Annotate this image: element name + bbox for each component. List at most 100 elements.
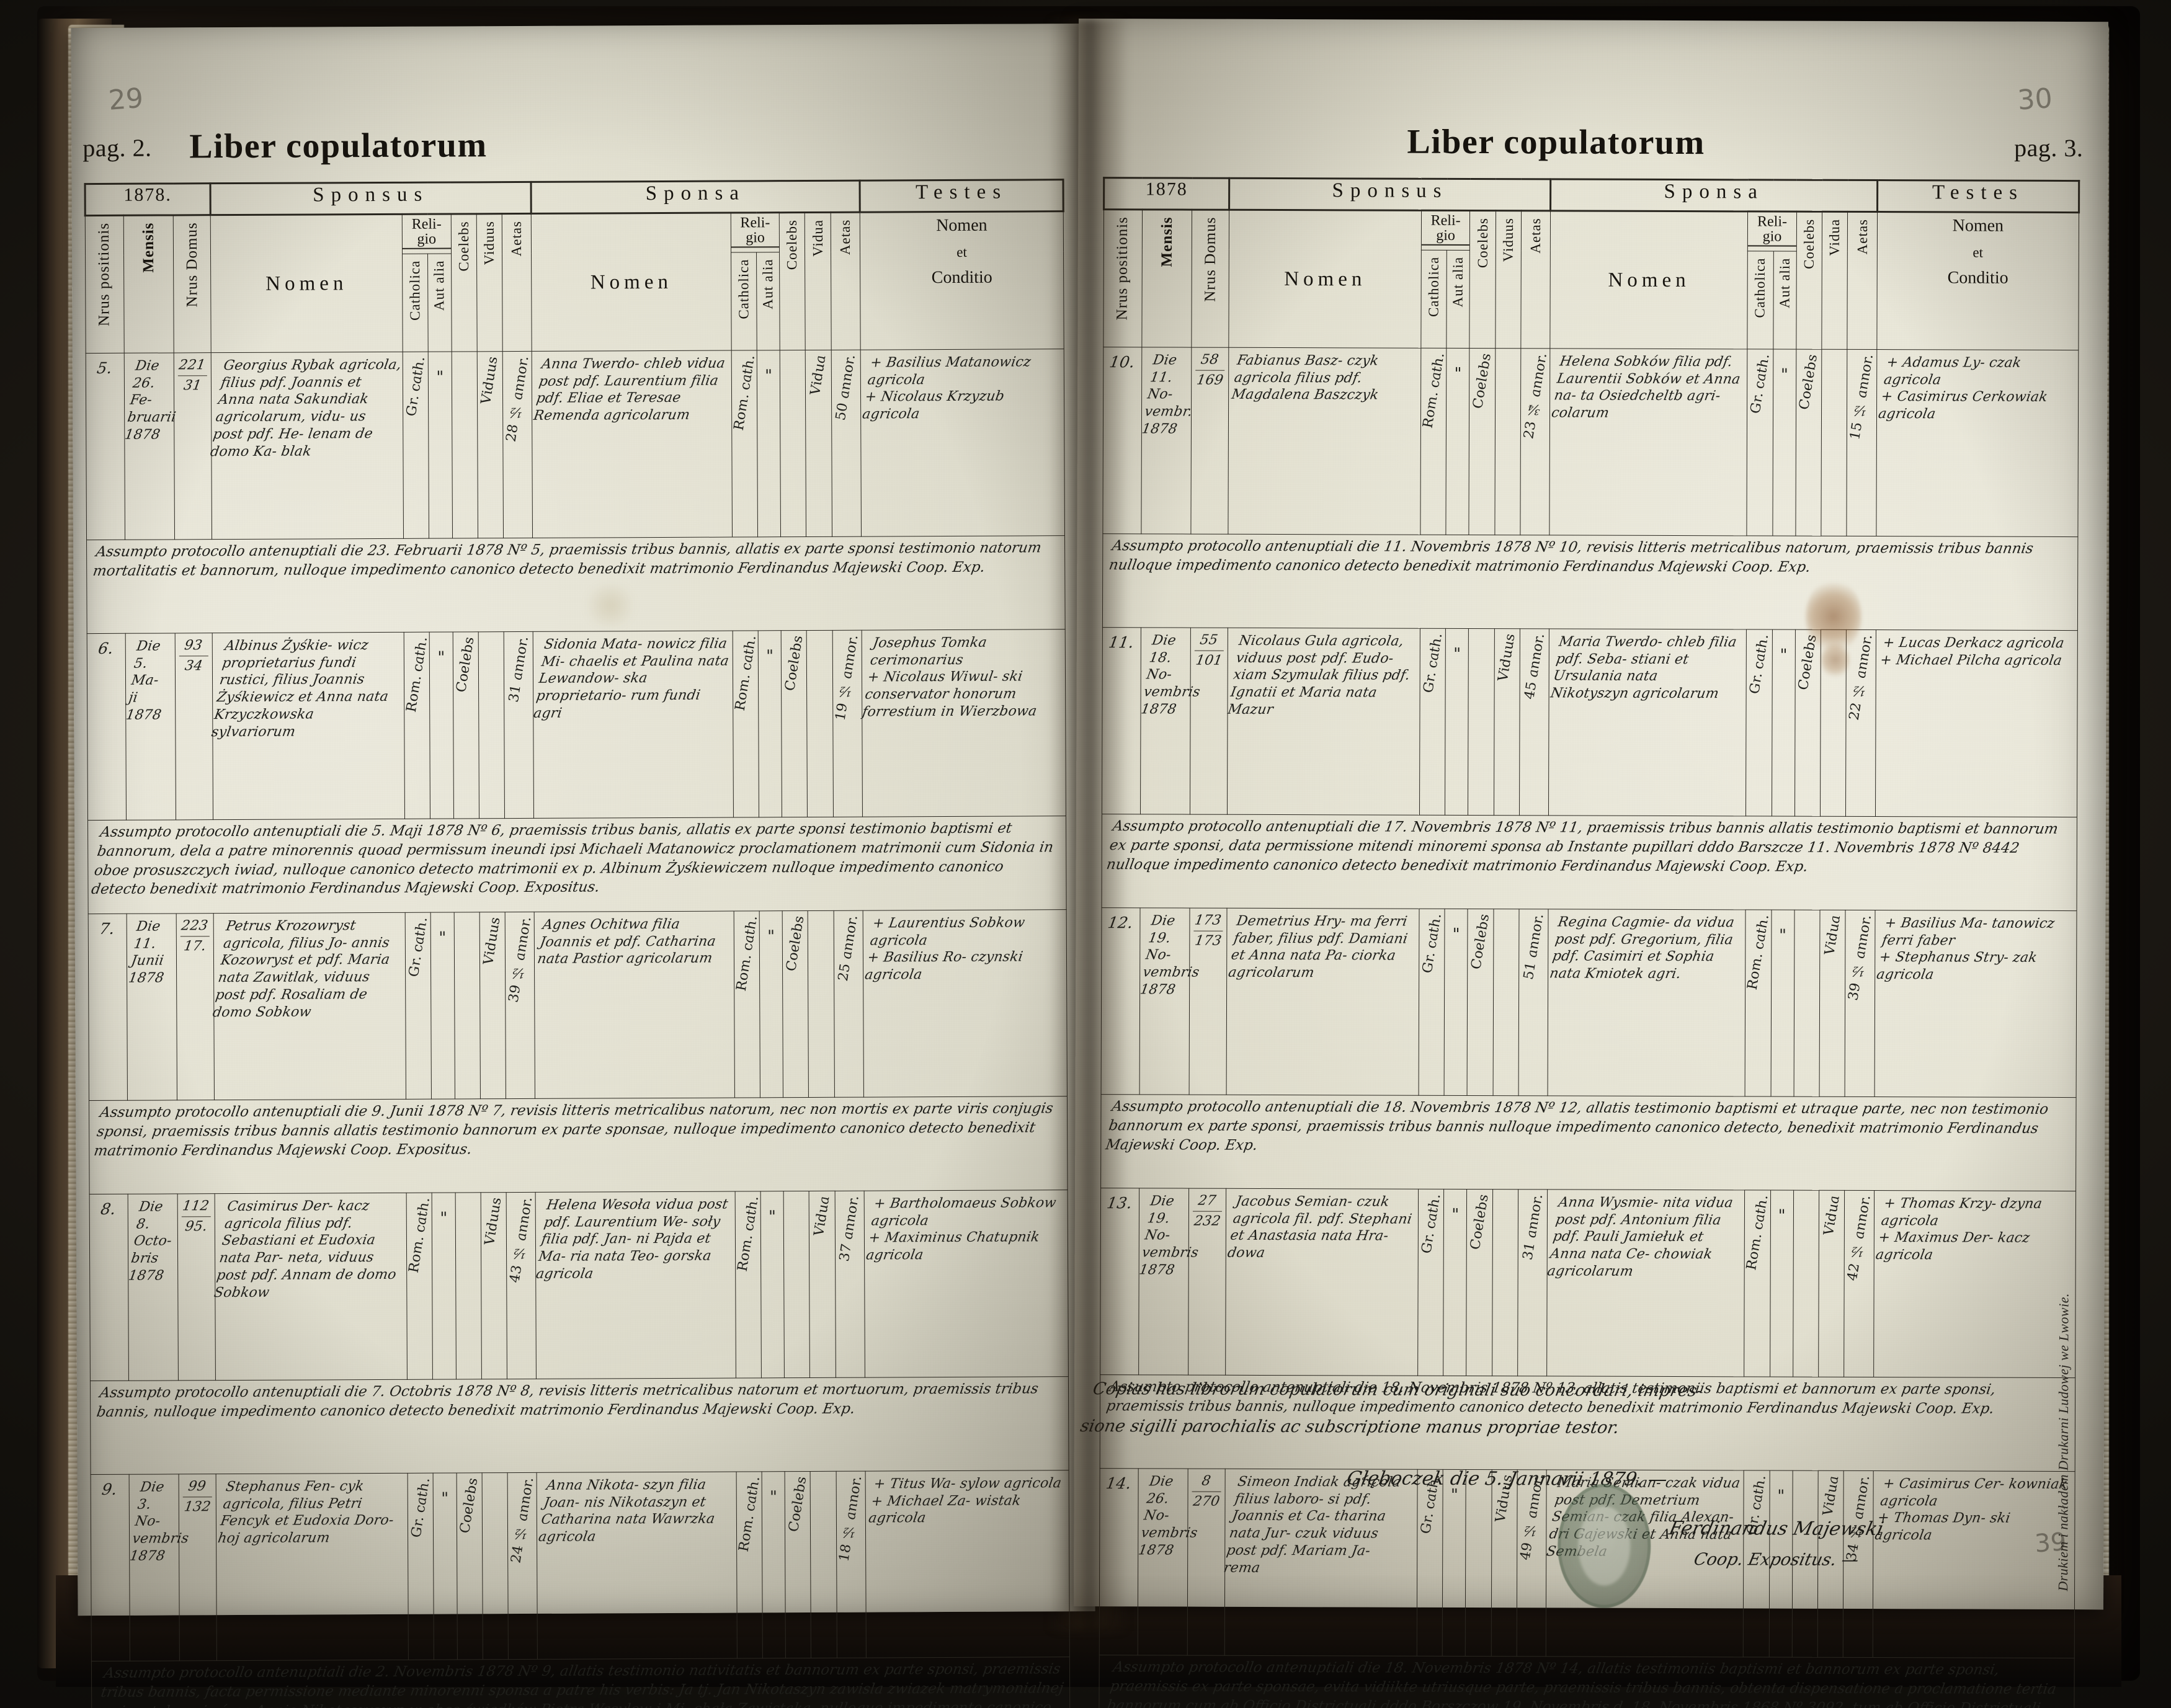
cell-bride-catholica: Rom. cath. [731, 350, 758, 538]
certification-signature: Ferdinandus Majewski [1667, 1518, 1886, 1541]
cell-bride-vidua [808, 910, 835, 1098]
cell-bride-aetas: 18 ½ annor. [836, 1471, 867, 1658]
left-page: pag. 2. 29 Liber copulatorum 1878. Spons… [71, 24, 1095, 1708]
cell-bride-aut-alia: " [758, 630, 782, 817]
cell-groom-name: Nicolaus Gula agricola, viduus post pdf.… [1227, 628, 1420, 816]
cell-groom-viduus [1492, 1189, 1518, 1376]
cell-groom-coelebs: Coelebs [1469, 348, 1496, 535]
entry-note-row: Assumpto protocollo antenuptiali die 9. … [89, 1096, 1068, 1194]
cell-bride-catholica: Gr. cath. [1745, 629, 1773, 817]
right-pencil-folio: 30 [2016, 82, 2054, 117]
cell-bride-aetas: 50 annor. [831, 350, 862, 537]
header-aetas-sponsus-right: Aetas [1520, 210, 1551, 349]
header-viduus-sponsus-right: Viduus [1495, 210, 1522, 349]
cell-groom-name: Fabianus Basz- czyk agricola filius pdf.… [1228, 347, 1421, 535]
cell-groom-catholica: Gr. cath. [1417, 1189, 1444, 1376]
cell-bride-aetas: 19 ½ annor. [832, 630, 863, 817]
cell-bride-catholica: Rom. cath. [733, 910, 760, 1098]
certification-signature-title: Coop. Expositus. — [1692, 1550, 1861, 1570]
header-religio-sponsus-right: Reli-gio [1421, 210, 1470, 251]
header-coelebs-sponsus-right: Coelebs [1469, 210, 1496, 349]
table-row: 7. Die 11. Junii 1878 223 17. Petrus Krozowr… [88, 909, 1068, 1101]
printer-imprint: Drukiem i nakładem Drukarni Ludowej we L… [2055, 1292, 2072, 1591]
cell-witnesses: Josephus Tomka cerimonarius + Nicolaus W… [861, 629, 1066, 817]
header-autalia-sponsus-right: Aut alia [1447, 250, 1470, 349]
cell-bride-aut-alia: " [759, 910, 783, 1098]
cell-bride-vidua [1821, 349, 1848, 536]
entry-note: Assumpto protocollo antenuptiali die 5. … [87, 816, 1067, 914]
cell-witnesses: + Basilius Ma- tanowicz ferri faber + St… [1874, 910, 2077, 1098]
cell-groom-aut-alia: " [1445, 628, 1469, 816]
cell-date: Die 8. Octo- bris 1878 [127, 1193, 179, 1381]
entry-note: Assumpto protocollo antenuptiali die 17.… [1102, 814, 2077, 911]
header-nrus-domus-left: Nrus Domus [173, 215, 212, 353]
cell-bride-vidua: Vidua [809, 1191, 836, 1378]
cell-groom-name: Simeon Indiak agricola filius laboro- si… [1223, 1469, 1418, 1657]
cell-bride-aut-alia: " [1770, 1190, 1794, 1377]
header-autalia-sponsus-left: Aut alia [427, 253, 452, 352]
cell-groom-name: Stephanus Fen- cyk agricola, filius Petr… [216, 1473, 409, 1661]
header-autalia-sponsa-right: Aut alia [1773, 251, 1797, 350]
cell-witnesses: + Lucas Derkacz agricola + Michael Pilch… [1875, 629, 2078, 817]
header-aetas-sponsa-left: Aetas [830, 212, 861, 350]
cell-bride-aetas: 22 ½ annor. [1845, 629, 1876, 817]
header-viduus-sponsus-left: Viduus [476, 213, 503, 352]
header-year-left: 1878. [85, 183, 211, 216]
cell-bride-aut-alia: " [1772, 349, 1796, 536]
cell-bride-catholica: Rom. cath. [736, 1471, 763, 1659]
entry-note: Assumpto protocollo antenuptiali die 18.… [1099, 1655, 2075, 1708]
cell-groom-coelebs [455, 1192, 482, 1379]
header-vidua-sponsa-right: Vidua [1821, 211, 1848, 350]
cell-bride-vidua: Vidua [805, 350, 832, 537]
cell-bride-name: Anna Wysmie- nita vidua post pdf. Antoni… [1546, 1189, 1745, 1377]
cell-bride-aetas: 42 ½ annor. [1843, 1190, 1875, 1377]
cell-entry-number: 7. [88, 914, 128, 1101]
cell-bride-aut-alia: " [762, 1471, 786, 1658]
header-nomen-sponsus-right: Nomen [1229, 210, 1422, 349]
cell-groom-aut-alia: " [1444, 909, 1468, 1096]
header-coelebs-sponsa-right: Coelebs [1796, 211, 1822, 350]
table-row: 9. Die 3. No- vembris 1878 99 132 Stephanus … [91, 1470, 1070, 1661]
header-mensis-left: Mensis [123, 215, 174, 354]
entry-note-row: Assumpto protocollo antenuptiali die 11.… [1102, 533, 2078, 631]
header-nrus-domus-right: Nrus Domus [1192, 210, 1229, 348]
entry-note-row: Assumpto protocollo antenuptiali die 7. … [90, 1376, 1069, 1475]
cell-groom-coelebs [451, 351, 478, 538]
cell-bride-catholica: Rom. cath. [732, 630, 759, 818]
header-catholica-sponsus-right: Catholica [1420, 250, 1447, 349]
entry-note-row: Assumpto protocollo antenuptiali die 23.… [86, 535, 1066, 634]
cell-entry-number: 11. [1102, 627, 1141, 814]
cell-bride-coelebs: Coelebs [781, 630, 808, 817]
marriage-register-table-left: 1878. Sponsus Sponsa Testes Nrus positio… [84, 179, 1071, 1708]
cell-groom-name: Petrus Krozowryst agricola, filius Jo- a… [212, 912, 406, 1100]
cell-bride-aetas: 37 annor. [834, 1191, 865, 1378]
header-catholica-sponsa-right: Catholica [1747, 251, 1773, 350]
cell-groom-aut-alia: " [429, 631, 454, 819]
cell-groom-aut-alia: " [432, 1192, 456, 1380]
cell-bride-name: Agnes Ochitwa filia Joannis et pdf. Cath… [534, 911, 735, 1099]
left-page-title: Liber copulatorum [189, 126, 488, 166]
cell-bride-aut-alia: " [757, 350, 781, 537]
cell-witnesses: + Thomas Krzy- dzyna agricola + Maximus … [1873, 1190, 2076, 1378]
cell-entry-number: 14. [1099, 1468, 1139, 1655]
entry-note-row: Assumpto protocollo antenuptiali die 2. … [91, 1657, 1071, 1708]
cell-house-number: 27 232 [1188, 1188, 1226, 1376]
cell-bride-name: Maria Twerdo- chleb filia pdf. Seba- sti… [1548, 628, 1747, 816]
cell-date: Die 26. No- vembris 1878 [1137, 1468, 1198, 1656]
cell-groom-catholica: Gr. cath. [1419, 628, 1446, 816]
cell-witnesses: + Adamus Ly- czak agricola + Casimirus C… [1876, 349, 2079, 537]
header-nomen-sponsa-right: Nomen [1550, 210, 1748, 349]
header-year-right: 1878 [1103, 177, 1230, 210]
cell-date: Die 26. Fe- bruarii 1878 [123, 352, 177, 540]
table-row: 10. Die 11. No- vembr. 1878 58 169 Fabianus … [1102, 347, 2079, 537]
cell-entry-number: 8. [89, 1194, 129, 1381]
cell-bride-aetas: 15 ½ annor. [1847, 349, 1877, 536]
cell-groom-aetas: 51 annor. [1518, 909, 1549, 1096]
header-sponsa-right: Sponsa [1550, 179, 1878, 212]
cell-groom-aut-alia: " [430, 912, 455, 1100]
right-page-number: pag. 3. [2014, 133, 2084, 162]
cell-bride-catholica: Gr. cath. [1747, 349, 1773, 536]
cell-groom-coelebs: Coelebs [1467, 909, 1494, 1096]
entry-note-row: Assumpto protocollo antenuptiali die 18.… [1100, 1094, 2077, 1191]
header-nrus-positionis-right: Nrus positionis [1103, 209, 1143, 347]
